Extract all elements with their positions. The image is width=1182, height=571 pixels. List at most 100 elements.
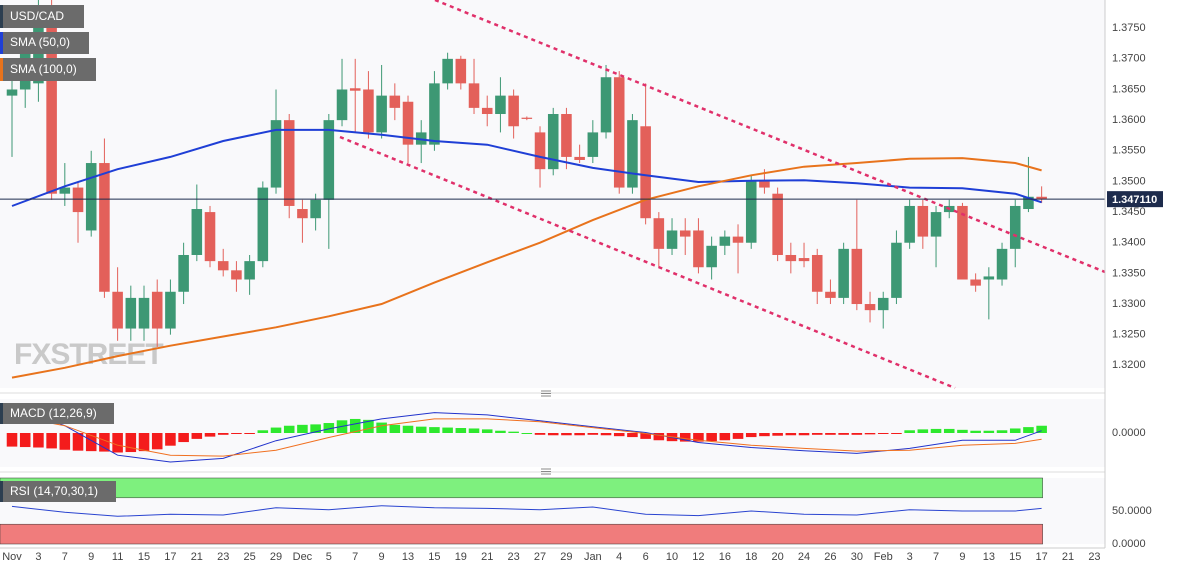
y-tick-label: 1.3350 xyxy=(1112,267,1146,279)
legend-label: MACD (12,26,9) xyxy=(10,406,97,420)
x-tick-label: 13 xyxy=(983,551,995,563)
histogram-bar xyxy=(468,428,480,433)
trendline xyxy=(339,135,956,390)
y-tick-label: 1.3600 xyxy=(1112,114,1146,126)
histogram-bar xyxy=(283,425,295,433)
x-tick-label: 21 xyxy=(481,551,493,563)
x-tick-label: 9 xyxy=(959,551,965,563)
candle-body xyxy=(59,187,71,194)
histogram-bar xyxy=(151,433,163,450)
candle-body xyxy=(666,230,678,249)
x-tick-label: 9 xyxy=(88,551,94,563)
panel-separators xyxy=(0,0,1106,549)
x-tick-label: 15 xyxy=(138,551,150,563)
candle-body xyxy=(138,297,150,329)
histogram-bar xyxy=(125,433,137,453)
histogram-bar xyxy=(1036,425,1047,433)
histogram-bar xyxy=(85,433,97,452)
histogram-bar xyxy=(323,423,335,433)
candle-body xyxy=(481,107,493,115)
histogram-bar xyxy=(640,433,651,439)
x-tick-label: 3 xyxy=(907,551,913,563)
x-tick-label: 12 xyxy=(692,551,704,563)
marks xyxy=(6,0,1047,517)
histogram-bar xyxy=(996,430,1008,433)
legend-stripe xyxy=(0,32,3,54)
histogram-bar xyxy=(693,433,704,442)
x-tick-label: 25 xyxy=(243,551,255,563)
histogram-bar xyxy=(455,428,467,433)
overbought-band xyxy=(0,477,1043,499)
x-tick-label: Feb xyxy=(874,551,893,563)
histogram-bar xyxy=(376,422,387,433)
handle xyxy=(541,468,551,475)
histogram-bar xyxy=(310,424,321,433)
legend-box xyxy=(0,481,116,502)
candle-body xyxy=(389,95,401,108)
candle-body xyxy=(217,261,229,271)
x-tick-label: 7 xyxy=(933,551,939,563)
histogram-bar xyxy=(534,433,546,435)
x-tick-label: 4 xyxy=(616,551,622,563)
candle-body xyxy=(442,58,453,84)
watermark: FXSTREET xyxy=(14,338,163,371)
histogram-bar xyxy=(112,433,123,453)
histogram-bar xyxy=(745,433,757,438)
histogram-bar xyxy=(574,433,585,436)
histogram-bar xyxy=(732,433,744,439)
histogram-bar xyxy=(402,425,414,433)
panel-background xyxy=(0,0,1105,388)
candle-body xyxy=(244,261,255,280)
histogram-bar xyxy=(495,430,506,433)
histogram-bar xyxy=(191,433,203,439)
candle-body xyxy=(46,15,57,194)
candle-body xyxy=(1009,205,1021,249)
histogram-bar xyxy=(759,433,770,437)
histogram-bar xyxy=(429,427,440,433)
y-tick-label: 1.3200 xyxy=(1112,359,1146,371)
legend-box xyxy=(0,58,96,81)
histogram-bar xyxy=(204,433,216,437)
backgrounds xyxy=(0,0,1105,545)
candle-body xyxy=(534,132,546,170)
histogram-bar xyxy=(481,429,493,433)
x-tick-label: 27 xyxy=(534,551,546,563)
x-tick-label: 7 xyxy=(352,551,358,563)
candle-body xyxy=(825,291,836,298)
candle-body xyxy=(521,117,533,119)
histogram-bar xyxy=(270,427,282,433)
price-tag xyxy=(1107,191,1163,208)
histogram-bar xyxy=(1009,428,1021,433)
histogram-bar xyxy=(165,433,176,446)
x-tick-label: 19 xyxy=(455,551,467,563)
candle-body xyxy=(310,199,321,219)
candle-body xyxy=(891,242,902,298)
x-tick-label: 17 xyxy=(164,551,176,563)
x-tick-label: 23 xyxy=(217,551,229,563)
histogram-bar xyxy=(178,433,189,443)
histogram-bar xyxy=(6,433,18,447)
candle-body xyxy=(112,291,123,329)
candle-body xyxy=(191,209,203,255)
candle-body xyxy=(877,297,889,311)
x-tick-label: 23 xyxy=(1088,551,1100,563)
candle-body xyxy=(996,248,1008,280)
y-tick-label: 1.3700 xyxy=(1112,53,1146,65)
histogram-bar xyxy=(257,430,269,433)
line xyxy=(11,128,1042,207)
x-tick-label: 30 xyxy=(851,551,863,563)
legend-box xyxy=(0,32,89,54)
overlays: Nov 3 7 9 11 15 17 21 23 25 29 Dec 5 7 9 13 15 19 21 23 27 29… xyxy=(0,22,1163,563)
y-tick-label: 50.0000 xyxy=(1112,505,1152,517)
line xyxy=(11,157,1042,379)
histogram-bar xyxy=(19,433,31,448)
histogram-bar xyxy=(33,433,44,448)
histogram-bar xyxy=(798,433,810,436)
candle-body xyxy=(231,270,242,280)
histogram-bar xyxy=(389,424,401,433)
x-tick-label: 16 xyxy=(719,551,731,563)
histogram-bar xyxy=(59,433,71,450)
x-tick-label: 29 xyxy=(560,551,572,563)
histogram-bar xyxy=(297,424,308,433)
candle-body xyxy=(930,212,942,237)
